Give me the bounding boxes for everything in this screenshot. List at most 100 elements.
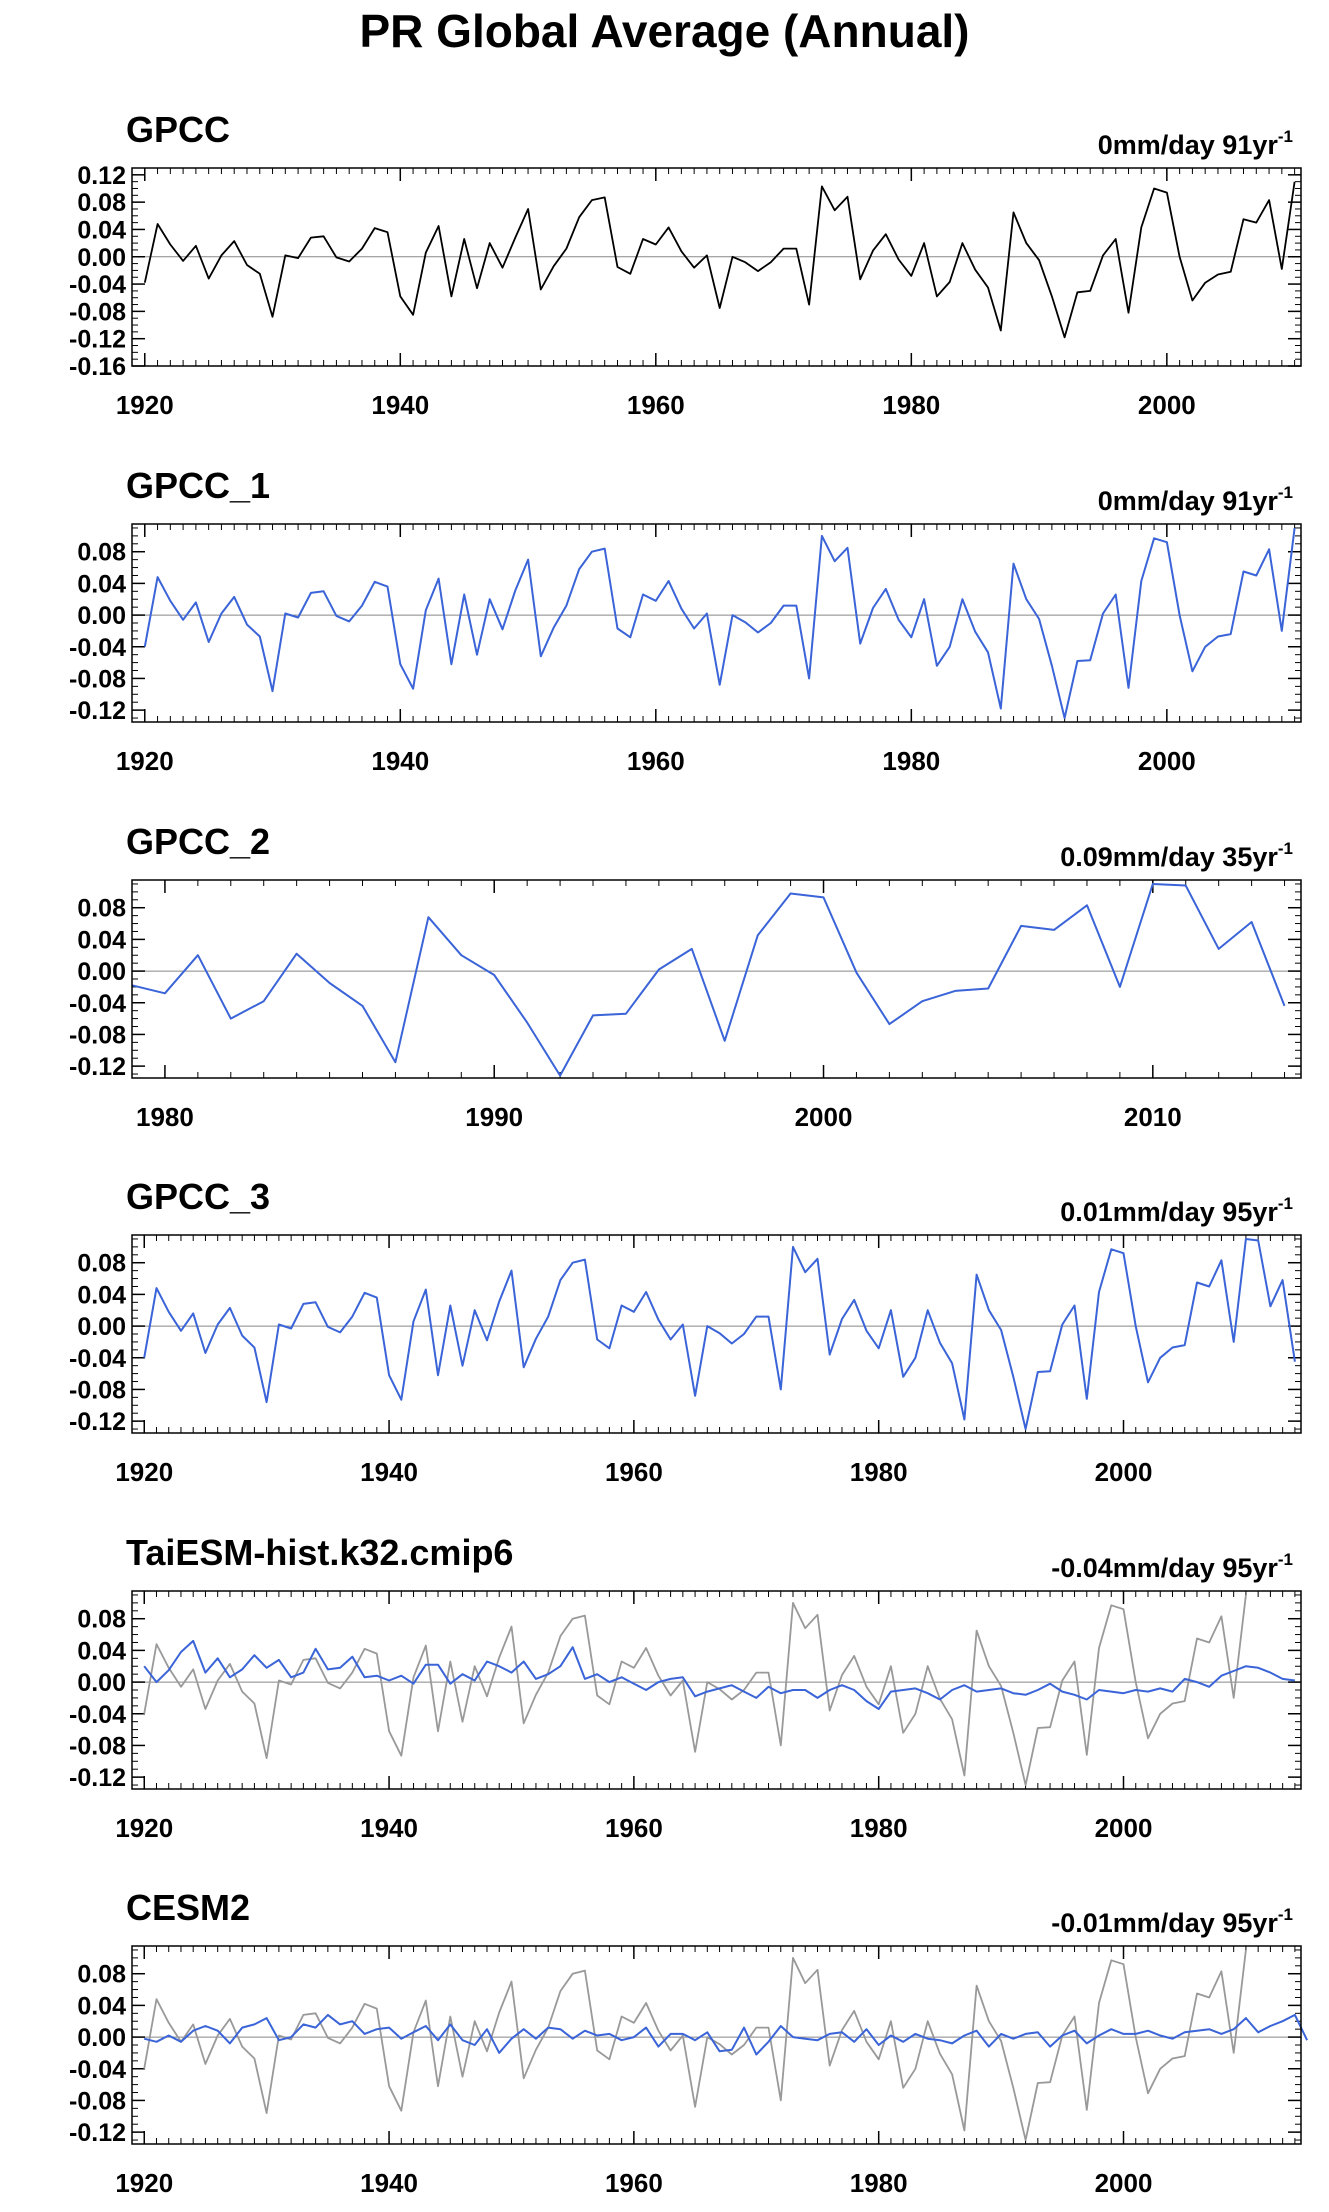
y-tick-label: 0.08 (77, 189, 126, 217)
chart-panel: GPCC_3 0.01mm/day 95yr-1 0.08 0.04 0.00 -0.04… (69, 1176, 1302, 1487)
plot-frame (131, 1234, 1302, 1434)
panel-title: GPCC_2 (126, 821, 270, 862)
y-tick-label: -0.08 (69, 1376, 126, 1404)
y-tick-label: 0.12 (77, 162, 126, 190)
series-line (143, 1949, 1247, 2141)
y-minor-ticks (132, 883, 1301, 1075)
y-tick-label: -0.12 (69, 326, 126, 354)
y-tick-label: 0.00 (77, 1313, 126, 1341)
series-line (143, 527, 1296, 719)
y-tick-label: 0.04 (77, 1281, 126, 1309)
x-tick-label: 1940 (371, 746, 429, 776)
y-tick-label: -0.04 (69, 990, 126, 1018)
x-tick-label: 2000 (1095, 1457, 1153, 1487)
y-tick-label: 0.08 (77, 1606, 126, 1634)
x-tick-label: 1940 (360, 2168, 418, 2198)
chart-panel: TaiESM-hist.k32.cmip6 -0.04mm/day 95yr-1 0… (69, 1532, 1302, 1843)
y-tick-label: -0.12 (69, 2119, 126, 2147)
trend-label: 0.01mm/day 95yr-1 (1060, 1194, 1293, 1227)
chart-panel: GPCC_1 0mm/day 91yr-1 0.08 0.04 0.00 -0.04 -0.… (69, 465, 1302, 776)
chart-panel: GPCC 0mm/day 91yr-10.120.080.040.00-0.04-… (69, 109, 1302, 420)
y-tick-label: -0.04 (69, 2056, 126, 2084)
x-tick-label: 1940 (371, 390, 429, 420)
x-tick-label: 2000 (795, 1102, 853, 1132)
y-tick-label: -0.12 (69, 1408, 126, 1436)
y-tick-label: -0.04 (69, 634, 126, 662)
y-tick-label: -0.08 (69, 1732, 126, 1760)
y-tick-label: 0.00 (77, 2024, 126, 2052)
x-tick-label: 2000 (1138, 390, 1196, 420)
trend-label: 0mm/day 91yr-1 (1098, 127, 1293, 160)
trend-label: -0.01mm/day 95yr-1 (1051, 1905, 1293, 1938)
x-tick-label: 1980 (850, 2168, 908, 2198)
plot-frame (131, 1945, 1302, 2145)
y-tick-label: 0.08 (77, 539, 126, 567)
y-tick-label: -0.08 (69, 2087, 126, 2115)
chart-panel: CESM2 -0.01mm/day 95yr-1 0.08 0.04 0.00 -0.04… (69, 1887, 1309, 2198)
x-tick-label: 1920 (116, 746, 174, 776)
trend-label: 0mm/day 91yr-1 (1098, 483, 1293, 516)
series-line (131, 883, 1286, 1077)
series-line (143, 1594, 1247, 1786)
y-tick-label: 0.08 (77, 1961, 126, 1989)
x-tick-label: 1920 (116, 390, 174, 420)
x-tick-label: 1980 (850, 1457, 908, 1487)
x-tick-label: 2010 (1124, 1102, 1182, 1132)
x-tick-label: 1980 (850, 1813, 908, 1843)
x-minor-ticks (131, 1946, 1296, 2144)
x-tick-label: 1940 (360, 1457, 418, 1487)
x-tick-label: 1960 (605, 1457, 663, 1487)
panel-title: GPCC_3 (126, 1176, 270, 1217)
plot-frame (131, 523, 1302, 723)
x-tick-label: 1980 (136, 1102, 194, 1132)
series-line (143, 2013, 1309, 2056)
plot-frame (131, 1590, 1302, 1790)
panel-title: GPCC (126, 109, 230, 150)
y-tick-label: 0.04 (77, 570, 126, 598)
y-tick-label: 0.00 (77, 244, 126, 272)
x-tick-label: 1960 (627, 390, 685, 420)
series-line (143, 1639, 1296, 1710)
y-tick-label: -0.08 (69, 1021, 126, 1049)
x-tick-label: 1980 (882, 390, 940, 420)
x-tick-label: 1960 (605, 2168, 663, 2198)
panel-title: TaiESM-hist.k32.cmip6 (126, 1532, 513, 1573)
x-tick-label: 2000 (1138, 746, 1196, 776)
y-tick-label: -0.04 (69, 1345, 126, 1373)
x-tick-label: 1940 (360, 1813, 418, 1843)
y-minor-ticks (132, 167, 1301, 367)
plot-frame (131, 167, 1302, 367)
y-minor-ticks (132, 527, 1301, 719)
y-tick-label: -0.04 (69, 271, 126, 299)
x-tick-label: 1920 (115, 2168, 173, 2198)
y-tick-label: 0.00 (77, 958, 126, 986)
y-tick-label: 0.04 (77, 1992, 126, 2020)
x-tick-label: 2000 (1095, 1813, 1153, 1843)
y-tick-label: -0.04 (69, 1701, 126, 1729)
y-tick-label: 0.00 (77, 602, 126, 630)
panel-title: CESM2 (126, 1887, 250, 1928)
x-tick-label: 1920 (115, 1813, 173, 1843)
trend-label: 0.09mm/day 35yr-1 (1060, 839, 1293, 872)
trend-label: -0.04mm/day 95yr-1 (1051, 1550, 1293, 1583)
x-tick-label: 1960 (627, 746, 685, 776)
y-tick-label: 0.04 (77, 1637, 126, 1665)
page-title: PR Global Average (Annual) (359, 5, 970, 57)
plot-frame (131, 879, 1302, 1079)
series-line (143, 181, 1296, 339)
x-minor-ticks (131, 1235, 1296, 1433)
series-line (143, 1238, 1296, 1430)
y-tick-label: 0.00 (77, 1669, 126, 1697)
chart-panel: GPCC_2 0.09mm/day 35yr-1 0.08 0.04 0.00 -0.04… (69, 821, 1302, 1132)
y-tick-label: -0.12 (69, 697, 126, 725)
y-tick-label: -0.08 (69, 298, 126, 326)
y-tick-label: -0.08 (69, 665, 126, 693)
y-tick-label: 0.04 (77, 926, 126, 954)
y-tick-label: -0.12 (69, 1053, 126, 1081)
x-minor-ticks (131, 880, 1286, 1078)
panel-title: GPCC_1 (126, 465, 270, 506)
y-tick-label: 0.08 (77, 895, 126, 923)
x-tick-label: 1920 (115, 1457, 173, 1487)
x-tick-label: 1960 (605, 1813, 663, 1843)
